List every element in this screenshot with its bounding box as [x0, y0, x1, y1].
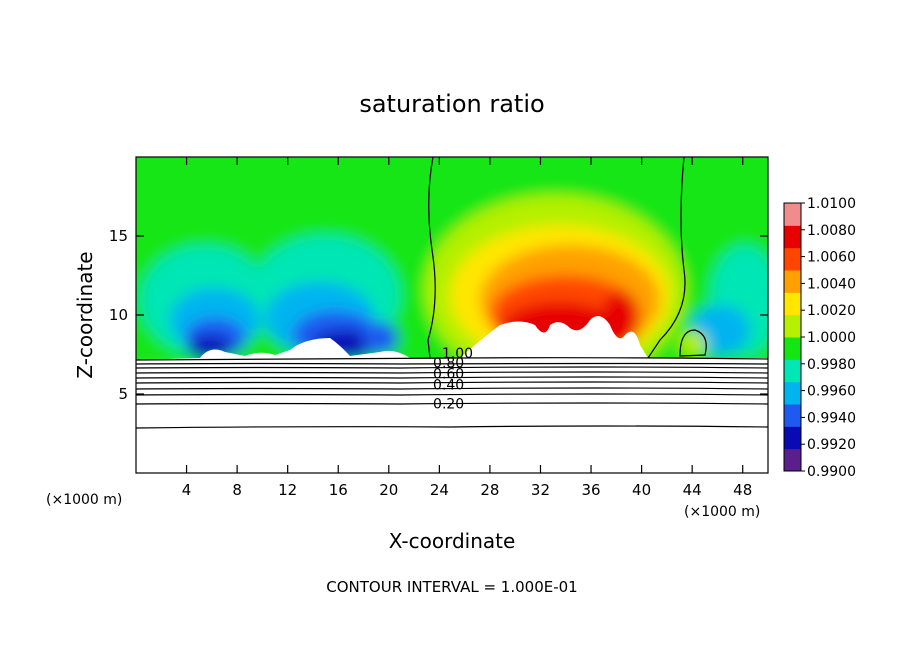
colorbar-label: 1.0080	[807, 223, 856, 239]
colorbar-swatch	[784, 314, 801, 338]
x-tick-label: 36	[581, 481, 600, 499]
colorbar-label: 0.9960	[807, 384, 856, 400]
colorbar-label: 0.9900	[807, 464, 856, 480]
colorbar-swatch	[784, 359, 801, 383]
x-tick-label: 16	[329, 481, 348, 499]
contour-interval-note: CONTOUR INTERVAL = 1.000E-01	[326, 578, 577, 596]
colorbar-swatch	[784, 404, 801, 427]
plot-area	[136, 157, 768, 473]
x-axis-ticks: 4 8 12 16 20 24 28 32 36 40 44 48	[182, 157, 752, 499]
colorbar-swatch	[784, 337, 801, 360]
x-tick-label: 48	[733, 481, 752, 499]
colorbar-label: 0.9940	[807, 410, 856, 426]
x-tick-label: 20	[379, 481, 398, 499]
colorbar-swatch	[784, 448, 801, 472]
y-axis-title: Z-coordinate	[73, 251, 97, 378]
y-tick-label: 5	[118, 385, 128, 403]
contour-labels: 0.800.600.40 0.20 1.00	[433, 346, 473, 413]
x-tick-label: 8	[232, 481, 242, 499]
y-tick-label: 15	[109, 227, 128, 245]
colorbar-label: 0.9980	[807, 357, 856, 373]
colorbar-label: 0.9920	[807, 437, 856, 453]
colorbar-label: 1.0020	[807, 303, 856, 319]
x-tick-label: 12	[278, 481, 297, 499]
colorbar-swatch	[784, 292, 801, 316]
colorbar-label: 1.0000	[807, 330, 856, 346]
x-tick-label: 32	[531, 481, 550, 499]
contour-label: 1.00	[442, 346, 473, 362]
contour-label: 0.80	[433, 355, 464, 371]
x-tick-label: 44	[683, 481, 702, 499]
colorbar: 1.0100 1.0080 1.0060 1.0040 1.0020 1.0000 0.99…	[783, 196, 856, 480]
colorbar-swatch	[784, 270, 801, 293]
colorbar-label: 1.0060	[807, 250, 856, 266]
chart-title: saturation ratio	[359, 90, 544, 118]
x-tick-label: 4	[182, 481, 192, 499]
x-axis-title: X-coordinate	[389, 529, 516, 553]
colorbar-swatch	[784, 203, 801, 226]
contour-lines	[136, 157, 768, 429]
colorbar-label: 1.0100	[807, 196, 856, 212]
x-tick-label: 24	[430, 481, 449, 499]
x-unit-left: (×1000 m)	[46, 492, 122, 508]
contour-label: 0.60	[433, 366, 464, 382]
colorbar-swatch	[784, 381, 801, 405]
colorbar-swatch	[784, 426, 801, 450]
x-tick-label: 40	[632, 481, 651, 499]
contour-label: 0.20	[433, 396, 464, 412]
x-tick-label: 28	[480, 481, 499, 499]
contour-label: 0.40	[433, 378, 464, 394]
colorbar-swatch	[784, 247, 801, 271]
y-tick-label: 10	[109, 306, 128, 324]
x-unit-right: (×1000 m)	[684, 504, 760, 520]
colorbar-swatch	[784, 225, 801, 249]
y-axis-ticks: 5 10 15	[109, 227, 768, 403]
colorbar-label: 1.0040	[807, 276, 856, 292]
